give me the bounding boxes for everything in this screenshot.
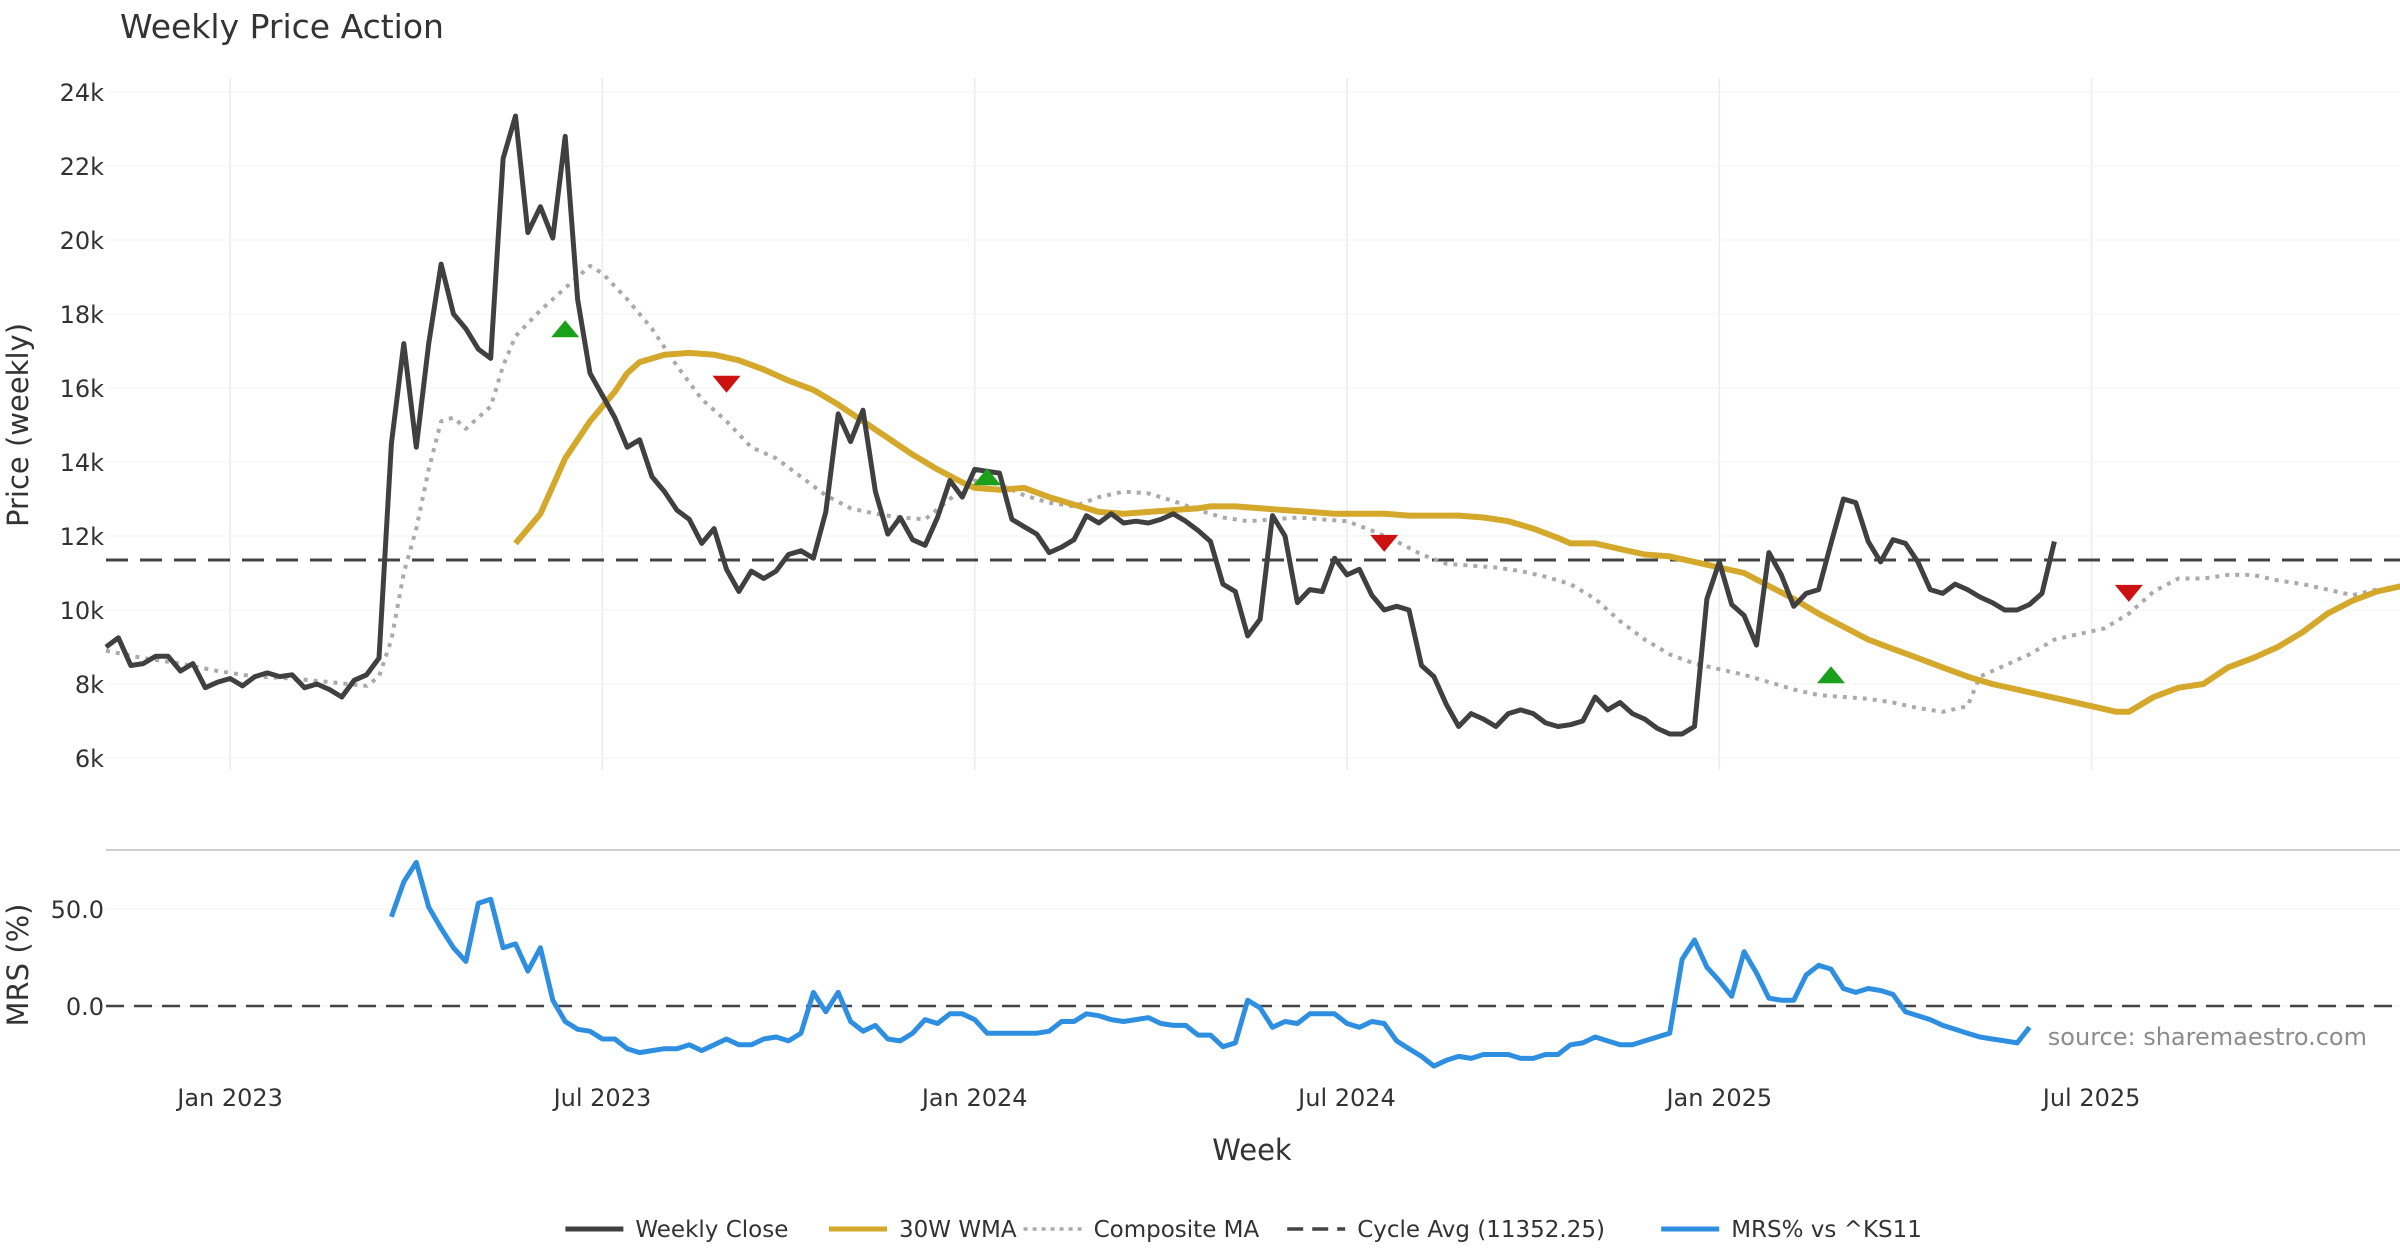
source-credit: source: sharemaestro.com [2048, 1023, 2367, 1051]
buy-signal-marker [551, 320, 580, 338]
price-y-tick-label: 8k [75, 671, 104, 699]
wma-30w-line [513, 349, 2400, 715]
legend-label: Composite MA [1094, 1217, 1260, 1243]
mrs-y-axis-label: MRS (%) [1, 904, 35, 1027]
mrs-gridlines [106, 908, 2400, 1007]
price-gridlines [106, 91, 2400, 759]
price-y-tick-label: 10k [60, 597, 105, 625]
x-axis-ticks: Jan 2023 Jul 2023 Jan 2024 Jul 2024 Jan 2025… [175, 1084, 2140, 1112]
sell-signal-marker [1370, 534, 1399, 552]
composite-ma-line [105, 263, 2378, 714]
price-y-axis-label: Price (weekly) [1, 323, 35, 527]
price-y-ticks: 6k 8k 10k 12k 14k 16k 18k 20k 22k 24k [60, 79, 105, 773]
x-tick-label: Jan 2023 [175, 1084, 283, 1112]
buy-signal-marker [973, 468, 1002, 486]
price-y-tick-label: 14k [60, 449, 105, 477]
buy-signal-marker [1816, 666, 1845, 684]
x-tick-label: Jan 2024 [920, 1084, 1028, 1112]
mrs-line [389, 859, 2032, 1069]
legend: Weekly Close 30W WMA Composite MA Cycle Avg… [565, 1217, 1922, 1243]
mrs-y-tick-label: 0.0 [66, 993, 104, 1021]
legend-label: MRS% vs ^KS11 [1731, 1217, 1922, 1243]
x-tick-label: Jan 2025 [1664, 1084, 1772, 1112]
mrs-y-tick-label: 50.0 [51, 896, 104, 924]
vertical-gridlines [229, 78, 2093, 770]
signal-markers [551, 320, 2143, 684]
price-y-tick-label: 12k [60, 523, 105, 551]
weekly-close-line [104, 113, 2057, 737]
x-axis-label: Week [1212, 1133, 1292, 1167]
sell-signal-marker [712, 375, 741, 393]
price-y-tick-label: 18k [60, 301, 105, 329]
x-tick-label: Jul 2024 [1296, 1084, 1396, 1112]
price-y-tick-label: 22k [60, 153, 105, 181]
mrs-y-ticks: 0.0 50.0 [51, 896, 104, 1021]
x-tick-label: Jul 2023 [552, 1084, 652, 1112]
price-y-tick-label: 24k [60, 79, 105, 107]
chart-title: Weekly Price Action [120, 7, 444, 46]
price-y-tick-label: 20k [60, 227, 105, 255]
price-y-tick-label: 6k [75, 745, 104, 773]
legend-label: Cycle Avg (11352.25) [1357, 1217, 1605, 1243]
x-tick-label: Jul 2025 [2041, 1084, 2141, 1112]
price-y-tick-label: 16k [60, 375, 105, 403]
legend-label: 30W WMA [899, 1217, 1017, 1243]
legend-label: Weekly Close [635, 1217, 788, 1243]
sell-signal-marker [2114, 584, 2143, 602]
